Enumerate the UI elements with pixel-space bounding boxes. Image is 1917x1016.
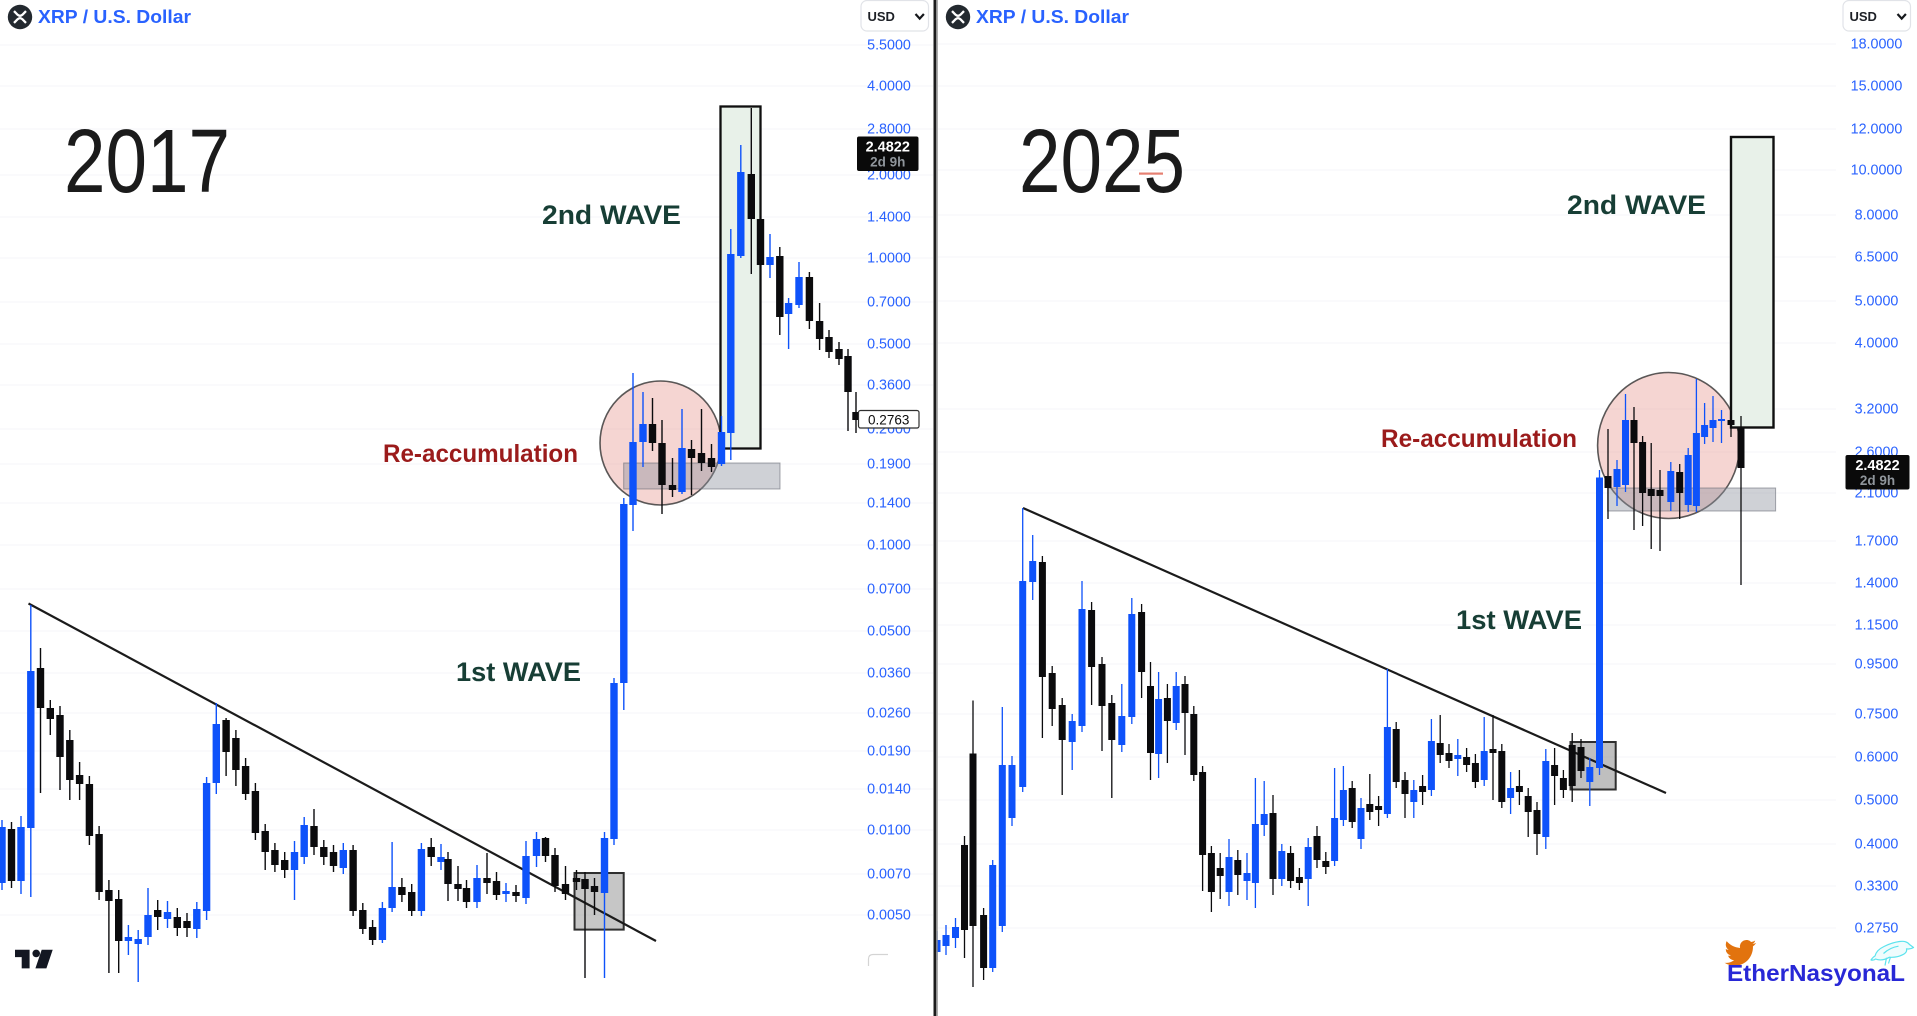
svg-text:0.0500: 0.0500 — [867, 624, 911, 640]
svg-text:0.0070: 0.0070 — [867, 867, 911, 883]
svg-text:15.0000: 15.0000 — [1851, 79, 1903, 95]
svg-text:Re-accumulation: Re-accumulation — [383, 440, 578, 468]
svg-text:0.0190: 0.0190 — [867, 744, 911, 760]
svg-text:1st WAVE: 1st WAVE — [1456, 605, 1582, 635]
svg-text:6.5000: 6.5000 — [1855, 250, 1899, 266]
svg-text:0.1400: 0.1400 — [867, 496, 911, 512]
svg-text:18.0000: 18.0000 — [1851, 37, 1903, 53]
svg-text:0.0700: 0.0700 — [867, 582, 911, 598]
svg-text:0.9500: 0.9500 — [1855, 657, 1899, 673]
svg-text:1st WAVE: 1st WAVE — [456, 657, 581, 687]
svg-text:0.7500: 0.7500 — [1855, 707, 1899, 723]
svg-text:2.0000: 2.0000 — [867, 168, 911, 184]
svg-text:XRP / U.S. Dollar: XRP / U.S. Dollar — [38, 7, 191, 27]
svg-text:0.0050: 0.0050 — [867, 908, 911, 924]
svg-text:USD: USD — [1850, 9, 1877, 24]
svg-text:0.0260: 0.0260 — [867, 706, 911, 722]
svg-text:5.5000: 5.5000 — [867, 38, 911, 54]
svg-text:EtherNasyonaL: EtherNasyonaL — [1727, 960, 1905, 986]
svg-text:2025: 2025 — [1019, 112, 1185, 212]
svg-text:5.0000: 5.0000 — [1855, 294, 1899, 310]
svg-text:XRP / U.S. Dollar: XRP / U.S. Dollar — [976, 7, 1129, 27]
svg-text:10.0000: 10.0000 — [1851, 163, 1903, 179]
svg-text:2d 9h: 2d 9h — [870, 155, 905, 170]
svg-text:2.8000: 2.8000 — [867, 122, 911, 138]
svg-text:3.2000: 3.2000 — [1855, 402, 1899, 418]
svg-text:0.3300: 0.3300 — [1855, 879, 1899, 895]
svg-text:0.6000: 0.6000 — [1855, 750, 1899, 766]
svg-text:0.2750: 0.2750 — [1855, 921, 1899, 937]
svg-text:0.2763: 0.2763 — [868, 412, 909, 427]
svg-text:0.5000: 0.5000 — [867, 337, 911, 353]
svg-text:0.1000: 0.1000 — [867, 538, 911, 554]
svg-text:2nd WAVE: 2nd WAVE — [1567, 190, 1706, 220]
svg-text:1.7000: 1.7000 — [1855, 534, 1899, 550]
svg-text:8.0000: 8.0000 — [1855, 208, 1899, 224]
svg-text:4.0000: 4.0000 — [867, 79, 911, 95]
svg-text:0.4000: 0.4000 — [1855, 837, 1899, 853]
svg-text:USD: USD — [868, 9, 895, 24]
svg-text:2.1000: 2.1000 — [1855, 486, 1899, 502]
svg-text:1.4000: 1.4000 — [867, 210, 911, 226]
svg-text:2d 9h: 2d 9h — [1860, 473, 1895, 488]
svg-text:0.0100: 0.0100 — [867, 823, 911, 839]
svg-text:4.0000: 4.0000 — [1855, 336, 1899, 352]
svg-text:0.0360: 0.0360 — [867, 666, 911, 682]
svg-text:0.3600: 0.3600 — [867, 378, 911, 394]
svg-text:1.1500: 1.1500 — [1855, 618, 1899, 634]
svg-text:2.4822: 2.4822 — [866, 139, 910, 155]
svg-text:0.7000: 0.7000 — [867, 295, 911, 311]
svg-text:0.5000: 0.5000 — [1855, 793, 1899, 809]
svg-text:2.4822: 2.4822 — [1855, 458, 1899, 474]
svg-text:2nd WAVE: 2nd WAVE — [542, 200, 681, 230]
svg-text:1.4000: 1.4000 — [1855, 576, 1899, 592]
svg-text:0.0140: 0.0140 — [867, 782, 911, 798]
svg-text:0.1900: 0.1900 — [867, 457, 911, 473]
svg-text:Re-accumulation: Re-accumulation — [1381, 425, 1577, 453]
svg-text:1.0000: 1.0000 — [867, 251, 911, 267]
svg-text:2017: 2017 — [64, 112, 230, 212]
svg-text:12.0000: 12.0000 — [1851, 122, 1903, 138]
